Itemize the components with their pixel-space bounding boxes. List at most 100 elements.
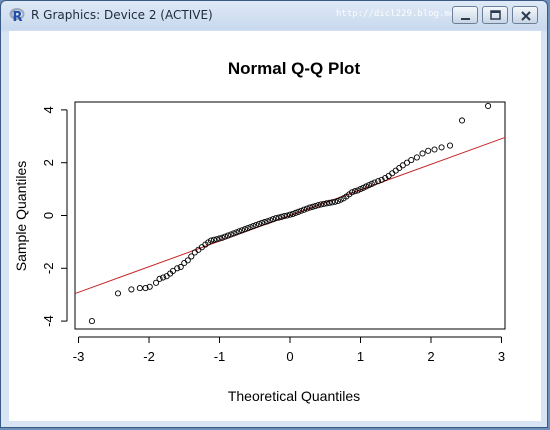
data-point xyxy=(253,221,260,229)
data-point xyxy=(303,205,310,212)
y-axis-label: Sample Quantiles xyxy=(13,161,29,272)
data-point xyxy=(88,318,95,325)
data-point xyxy=(250,223,257,230)
data-point xyxy=(403,159,411,166)
data-point xyxy=(264,218,271,225)
y-tick-label: 4 xyxy=(41,106,56,113)
data-point xyxy=(156,275,163,282)
data-point xyxy=(207,237,215,244)
data-point xyxy=(363,183,370,190)
title-bar[interactable]: R R Graphics: Device 2 (ACTIVE) http://d… xyxy=(1,1,547,31)
data-point xyxy=(227,231,234,238)
plot-frame xyxy=(74,101,506,330)
data-point xyxy=(247,224,254,231)
close-button[interactable] xyxy=(512,6,538,24)
data-point xyxy=(222,233,229,240)
plot-area: Normal Q-Q Plot Theoretical Quantiles Sa… xyxy=(9,31,541,421)
data-point xyxy=(278,213,285,220)
data-point xyxy=(236,228,243,235)
data-point xyxy=(357,186,364,193)
data-point xyxy=(371,179,378,186)
minimize-icon xyxy=(461,18,470,20)
data-point xyxy=(272,215,279,222)
x-axis-label: Theoretical Quantiles xyxy=(228,388,360,404)
data-points xyxy=(88,102,492,325)
data-point xyxy=(142,285,149,292)
data-point xyxy=(368,180,375,187)
data-point xyxy=(306,204,313,211)
minimize-button[interactable] xyxy=(452,6,478,24)
data-point xyxy=(298,207,305,214)
data-point xyxy=(184,257,191,264)
data-point xyxy=(177,263,184,271)
data-point xyxy=(275,214,282,221)
data-point xyxy=(348,189,356,196)
data-point xyxy=(258,219,265,226)
data-point xyxy=(458,117,466,124)
y-tick-label: 2 xyxy=(41,159,56,166)
data-point xyxy=(485,102,492,110)
data-point xyxy=(431,146,438,153)
data-point xyxy=(389,170,396,177)
maximize-button[interactable] xyxy=(482,6,508,24)
data-point xyxy=(396,164,403,172)
y-tick-label: -2 xyxy=(41,263,56,275)
data-point xyxy=(244,225,251,232)
data-point xyxy=(295,208,302,215)
data-point xyxy=(284,212,291,219)
data-point xyxy=(230,230,237,237)
y-tick-label: -4 xyxy=(41,315,56,327)
data-point xyxy=(281,212,288,220)
data-point xyxy=(399,162,406,169)
data-point xyxy=(413,154,420,161)
x-tick-label: -1 xyxy=(214,349,226,364)
data-point xyxy=(408,157,415,164)
axes: -3 -2 -1 0 1 2 3 -4 -2 0 2 4 xyxy=(41,106,505,364)
x-tick-label: 2 xyxy=(427,349,434,364)
data-point xyxy=(334,197,341,205)
data-point xyxy=(365,182,373,189)
data-point xyxy=(286,211,294,218)
data-point xyxy=(289,210,296,217)
data-point xyxy=(224,232,232,239)
data-point xyxy=(146,283,153,290)
data-point xyxy=(255,220,263,227)
data-point xyxy=(446,142,454,149)
data-point xyxy=(360,184,367,191)
watermark-text: http://dicl229.blog.me xyxy=(336,9,456,19)
data-point xyxy=(136,285,143,292)
y-tick-label: 0 xyxy=(41,212,56,219)
data-point xyxy=(169,267,177,274)
data-point xyxy=(160,274,167,281)
data-point xyxy=(378,176,385,183)
x-tick-label: -3 xyxy=(73,349,85,364)
data-point xyxy=(241,226,248,233)
data-point xyxy=(351,188,358,195)
data-point xyxy=(425,147,432,154)
data-point xyxy=(301,206,308,213)
data-point xyxy=(326,199,333,206)
data-point xyxy=(332,198,339,205)
data-point xyxy=(114,290,122,297)
data-point xyxy=(191,249,198,256)
data-point xyxy=(419,150,426,157)
data-point xyxy=(270,216,277,223)
data-point xyxy=(309,203,316,210)
close-icon xyxy=(521,11,531,21)
x-tick-label: 0 xyxy=(286,349,293,364)
x-tick-label: 1 xyxy=(357,349,364,364)
maximize-icon xyxy=(490,10,501,20)
data-point xyxy=(233,229,240,236)
r-logo-icon: R xyxy=(9,8,25,24)
data-point xyxy=(312,202,319,210)
data-point xyxy=(216,235,223,242)
chart-title: Normal Q-Q Plot xyxy=(228,59,361,78)
data-point xyxy=(210,236,217,243)
svg-text:R: R xyxy=(13,10,23,24)
data-point xyxy=(174,265,181,272)
data-point xyxy=(181,259,188,267)
data-point xyxy=(323,200,330,207)
window-title: R Graphics: Device 2 (ACTIVE) xyxy=(31,8,213,22)
data-point xyxy=(261,219,268,226)
